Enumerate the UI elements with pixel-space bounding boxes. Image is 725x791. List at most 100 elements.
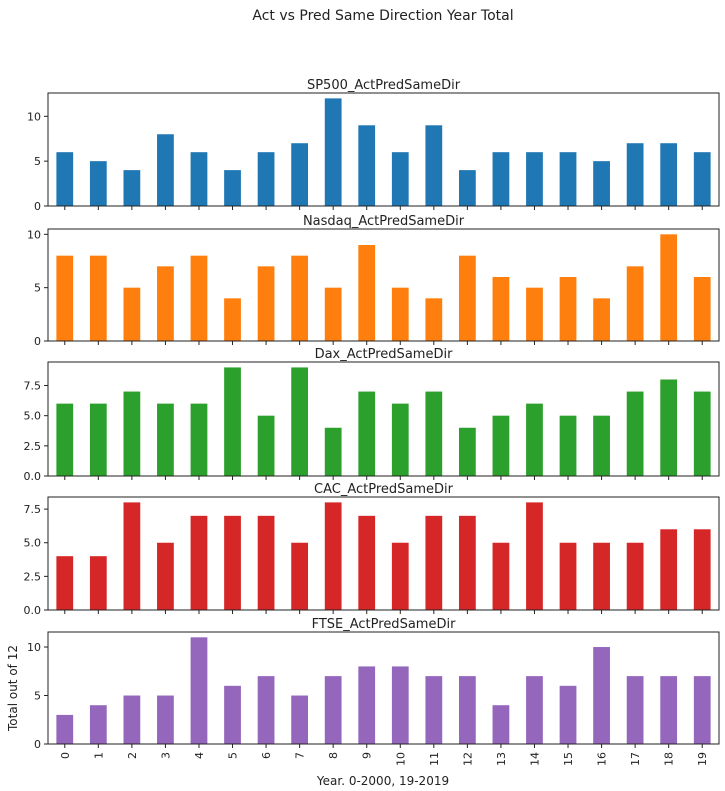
bar	[190, 403, 208, 476]
bar	[593, 542, 610, 610]
bar	[89, 556, 107, 610]
bar	[324, 287, 342, 341]
subplots: SP500_ActPredSameDir0510Nasdaq_ActPredSa…	[24, 78, 720, 766]
bar	[425, 391, 443, 476]
bar	[559, 685, 577, 744]
x-tick-label: 3	[159, 752, 172, 759]
bar	[593, 647, 610, 744]
bar	[358, 666, 376, 744]
subplot-title: CAC_ActPredSameDir	[314, 482, 454, 497]
bar	[492, 152, 510, 206]
bar	[324, 98, 342, 206]
bar	[660, 676, 678, 744]
x-tick-label: 13	[495, 752, 508, 766]
bar	[693, 391, 711, 476]
bar	[391, 666, 409, 744]
bar	[358, 391, 376, 476]
bar	[157, 134, 174, 206]
y-axis-label: Total out of 12	[6, 645, 20, 732]
bar	[324, 502, 342, 610]
x-tick-label: 14	[528, 752, 541, 766]
bar	[492, 415, 510, 476]
x-tick-label: 6	[260, 752, 273, 759]
bar	[224, 170, 241, 206]
bar	[224, 367, 241, 476]
bar	[492, 542, 510, 610]
bar	[660, 234, 678, 341]
bar	[693, 676, 711, 744]
bar	[660, 379, 678, 476]
bar	[257, 266, 275, 341]
bar	[56, 714, 74, 744]
x-tick-label: 18	[663, 752, 676, 766]
bar	[526, 287, 543, 341]
y-tick-label: 0	[34, 335, 41, 348]
bar	[559, 542, 577, 610]
y-tick-label: 10	[27, 641, 41, 654]
bar	[157, 695, 174, 744]
y-tick-label: 5.0	[24, 410, 42, 423]
bar	[291, 542, 309, 610]
x-tick-label: 15	[562, 752, 575, 766]
bar	[458, 676, 476, 744]
bar	[391, 287, 409, 341]
bar	[89, 705, 107, 744]
bar	[425, 125, 443, 206]
x-tick-label: 9	[361, 752, 374, 759]
bar	[324, 427, 342, 476]
bar	[526, 152, 543, 206]
bar	[526, 403, 543, 476]
bar	[291, 143, 309, 206]
x-tick-label: 17	[629, 752, 642, 766]
y-tick-label: 5	[34, 690, 41, 703]
bar	[391, 152, 409, 206]
axes-frame	[47, 361, 720, 477]
bar	[56, 255, 74, 341]
bar	[224, 685, 241, 744]
bar	[559, 415, 577, 476]
y-tick-label: 2.5	[24, 440, 42, 453]
y-tick-label: 2.5	[24, 570, 42, 583]
bar	[123, 170, 141, 206]
bar	[559, 277, 577, 341]
bar	[291, 367, 309, 476]
bar	[492, 705, 510, 744]
bar	[559, 152, 577, 206]
bar	[693, 277, 711, 341]
bar	[190, 255, 208, 341]
bar	[458, 515, 476, 610]
bar	[526, 502, 543, 610]
bar	[123, 502, 141, 610]
bar	[157, 542, 174, 610]
bar	[190, 637, 208, 744]
bar	[257, 152, 275, 206]
bar	[257, 676, 275, 744]
y-tick-label: 0	[34, 200, 41, 213]
bar	[660, 143, 678, 206]
bar	[626, 391, 644, 476]
bar	[626, 542, 644, 610]
bar	[526, 676, 543, 744]
x-tick-label: 10	[394, 752, 407, 766]
bar	[190, 152, 208, 206]
x-tick-label: 1	[92, 752, 105, 759]
bar	[458, 255, 476, 341]
subplot-title: Nasdaq_ActPredSameDir	[303, 214, 465, 229]
bar	[56, 556, 74, 610]
bar	[425, 515, 443, 610]
bar	[257, 415, 275, 476]
y-tick-label: 5	[34, 155, 41, 168]
subplot-title: Dax_ActPredSameDir	[315, 347, 454, 362]
y-tick-label: 5	[34, 282, 41, 295]
bar	[224, 515, 241, 610]
bar	[425, 298, 443, 341]
bar	[190, 515, 208, 610]
bar	[123, 287, 141, 341]
bar	[89, 161, 107, 206]
bar	[626, 143, 644, 206]
y-tick-label: 7.5	[24, 380, 42, 393]
bar	[626, 676, 644, 744]
bar	[224, 298, 241, 341]
bar	[425, 676, 443, 744]
bar	[56, 403, 74, 476]
